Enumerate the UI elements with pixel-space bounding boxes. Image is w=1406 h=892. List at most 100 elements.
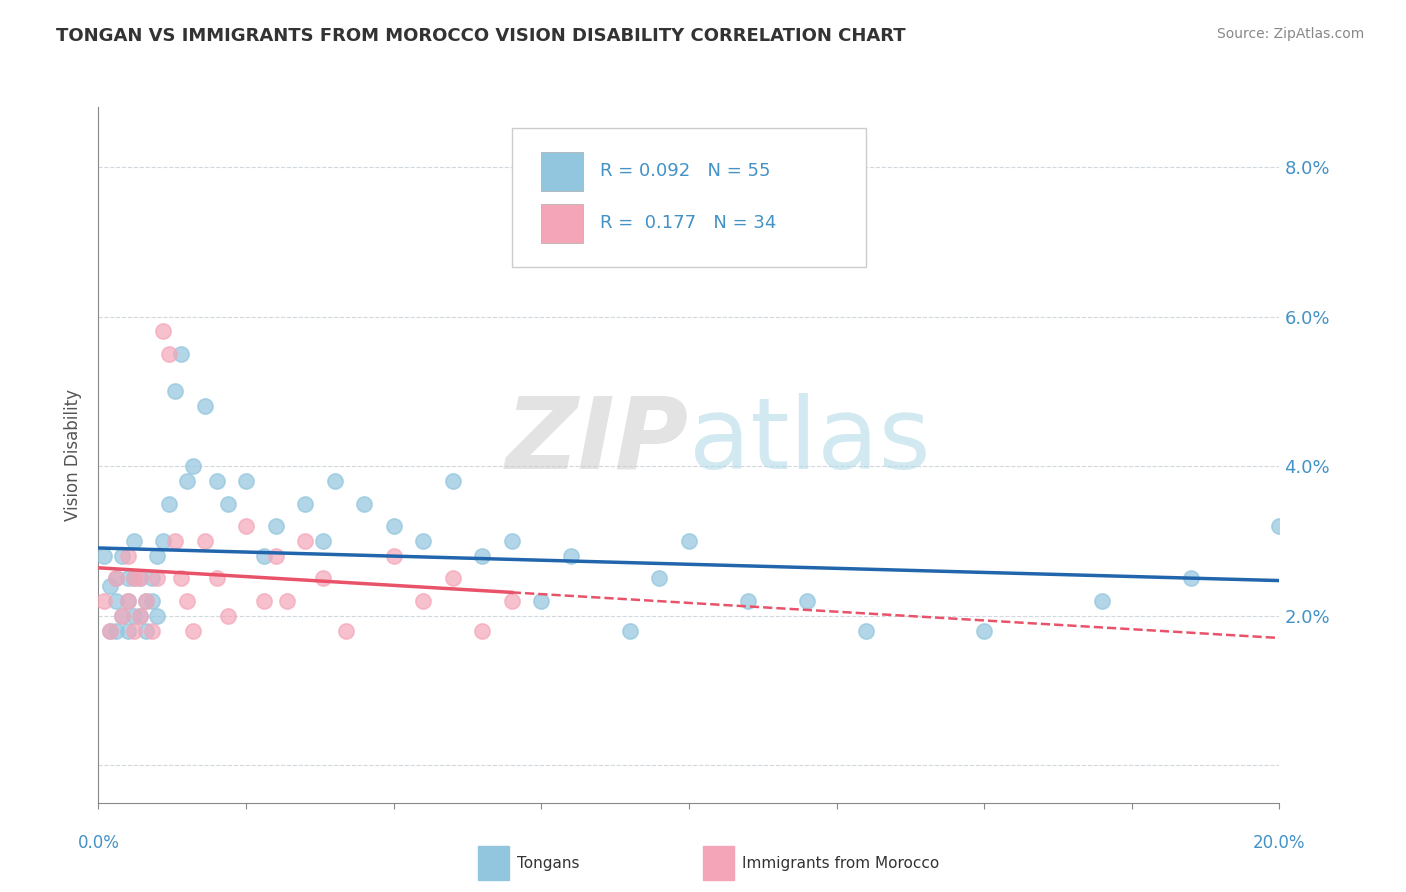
Point — [382, 519, 405, 533]
Point — [737, 594, 759, 608]
Point — [128, 571, 150, 585]
Point — [122, 571, 145, 585]
Point — [648, 571, 671, 585]
Point — [98, 624, 121, 638]
Point — [93, 594, 115, 608]
Point — [217, 608, 239, 623]
Point — [471, 549, 494, 563]
Point — [560, 549, 582, 563]
Point — [194, 399, 217, 413]
Point — [412, 594, 434, 608]
Point — [152, 533, 174, 548]
Point — [111, 608, 134, 623]
Point — [152, 325, 174, 339]
Point — [111, 608, 134, 623]
Point — [146, 571, 169, 585]
Point — [501, 533, 523, 548]
Bar — [541, 204, 582, 243]
Text: TONGAN VS IMMIGRANTS FROM MOROCCO VISION DISABILITY CORRELATION CHART: TONGAN VS IMMIGRANTS FROM MOROCCO VISION… — [56, 27, 905, 45]
Point — [294, 497, 316, 511]
Point — [678, 533, 700, 548]
Point — [382, 549, 405, 563]
Point — [796, 594, 818, 608]
Point — [135, 594, 157, 608]
Point — [441, 571, 464, 585]
Point — [855, 624, 877, 638]
FancyBboxPatch shape — [512, 128, 866, 267]
Point — [253, 549, 276, 563]
Text: 20.0%: 20.0% — [1253, 834, 1306, 852]
Text: ZIP: ZIP — [506, 392, 689, 490]
Point — [312, 533, 335, 548]
Point — [1091, 594, 1114, 608]
Y-axis label: Vision Disability: Vision Disability — [65, 389, 83, 521]
Point — [253, 594, 276, 608]
Point — [165, 533, 187, 548]
Point — [294, 533, 316, 548]
Point — [135, 624, 157, 638]
Text: R =  0.177   N = 34: R = 0.177 N = 34 — [600, 214, 776, 232]
Point — [335, 624, 357, 638]
Point — [141, 624, 163, 638]
Point — [122, 533, 145, 548]
Point — [117, 571, 139, 585]
Point — [105, 594, 128, 608]
Point — [141, 594, 163, 608]
Point — [205, 571, 228, 585]
Point — [235, 519, 257, 533]
Point — [146, 549, 169, 563]
Point — [181, 459, 204, 474]
Point — [323, 474, 346, 488]
Point — [353, 497, 375, 511]
Point — [205, 474, 228, 488]
Point — [619, 624, 641, 638]
Point — [122, 608, 145, 623]
Point — [146, 608, 169, 623]
Point — [105, 571, 128, 585]
Point — [412, 533, 434, 548]
Point — [93, 549, 115, 563]
Point — [176, 474, 198, 488]
Point — [117, 594, 139, 608]
Point — [157, 347, 180, 361]
Point — [128, 571, 150, 585]
Text: R = 0.092   N = 55: R = 0.092 N = 55 — [600, 162, 770, 180]
Text: atlas: atlas — [689, 392, 931, 490]
Point — [441, 474, 464, 488]
Text: Source: ZipAtlas.com: Source: ZipAtlas.com — [1216, 27, 1364, 41]
Text: 0.0%: 0.0% — [77, 834, 120, 852]
Point — [141, 571, 163, 585]
Point — [264, 549, 287, 563]
Point — [1180, 571, 1202, 585]
Point — [157, 497, 180, 511]
Point — [501, 594, 523, 608]
Point — [217, 497, 239, 511]
Point — [471, 624, 494, 638]
Point — [117, 594, 139, 608]
Point — [135, 594, 157, 608]
Point — [128, 608, 150, 623]
Point — [105, 571, 128, 585]
Bar — [541, 153, 582, 191]
Point — [312, 571, 335, 585]
Point — [165, 384, 187, 399]
Point — [176, 594, 198, 608]
Point — [122, 571, 145, 585]
Point — [98, 624, 121, 638]
Point — [170, 571, 193, 585]
Point — [117, 549, 139, 563]
Point — [128, 608, 150, 623]
Point — [111, 549, 134, 563]
Point — [117, 624, 139, 638]
Point — [235, 474, 257, 488]
Point — [973, 624, 995, 638]
Point — [264, 519, 287, 533]
Text: Tongans: Tongans — [517, 855, 579, 871]
Point — [194, 533, 217, 548]
Text: Immigrants from Morocco: Immigrants from Morocco — [742, 855, 939, 871]
Point — [170, 347, 193, 361]
Point — [105, 624, 128, 638]
Point — [122, 624, 145, 638]
Point — [1268, 519, 1291, 533]
Point — [98, 579, 121, 593]
